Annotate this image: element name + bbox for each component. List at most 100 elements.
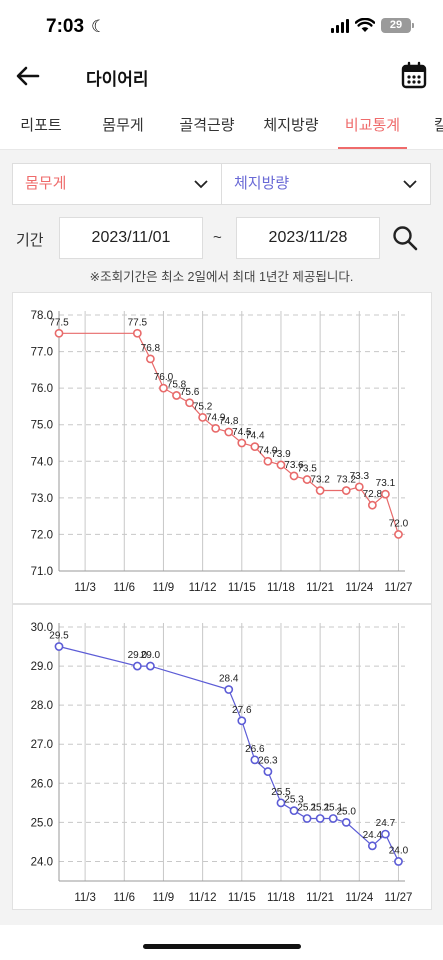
- home-indicator: [143, 944, 301, 949]
- y-tick-label: 30.0: [31, 622, 53, 634]
- data-point: [381, 489, 390, 499]
- data-point: [328, 814, 338, 823]
- data-point: [159, 383, 168, 393]
- data-point: [394, 857, 403, 866]
- data-point: [145, 354, 155, 364]
- app-header: 다이어리: [0, 54, 443, 98]
- data-label: 76.0: [154, 372, 174, 383]
- data-point: [394, 530, 403, 539]
- chevron-down-icon: [403, 180, 417, 189]
- calendar-icon[interactable]: [399, 60, 429, 90]
- data-label: 26.3: [258, 756, 278, 767]
- y-tick-label: 78.0: [31, 310, 53, 322]
- y-tick-label: 75.0: [31, 420, 53, 432]
- y-tick-label: 77.0: [31, 347, 53, 359]
- weight-line-chart: 78.0 77.0 76.0 75.0 74.0 73.0 72.0 71.0 11/3 11/6…: [31, 310, 413, 594]
- data-label: 29.5: [49, 631, 69, 642]
- tab-comparison[interactable]: 비교통계: [338, 104, 407, 149]
- x-tick-label: 11/27: [385, 892, 413, 904]
- data-label: 73.9: [271, 449, 291, 460]
- tab-report[interactable]: 리포트: [20, 117, 62, 134]
- data-point: [354, 482, 364, 492]
- period-label: 기간: [16, 232, 44, 249]
- y-tick-label: 25.0: [31, 817, 53, 829]
- x-tick-label: 11/24: [345, 582, 374, 594]
- data-label: 25.5: [271, 787, 291, 798]
- data-label: 73.3: [350, 471, 370, 482]
- data-label: 73.2: [337, 475, 357, 486]
- y-tick-label: 73.0: [31, 493, 53, 505]
- tab-bar: 리포트 몸무게 골격근량 체지방량 비교통계 칼: [0, 104, 443, 150]
- data-label: 29.0: [141, 650, 161, 661]
- data-point: [198, 413, 208, 422]
- data-point: [250, 755, 260, 765]
- x-tick-label: 11/21: [306, 582, 334, 594]
- data-point: [263, 456, 273, 466]
- tab-weight[interactable]: 몸무게: [102, 117, 144, 134]
- tab-calorie[interactable]: 칼: [434, 104, 443, 149]
- page-title: 다이어리: [86, 70, 149, 89]
- x-tick-label: 11/27: [385, 582, 413, 594]
- data-point: [302, 814, 312, 823]
- search-icon[interactable]: [391, 224, 419, 252]
- body-fat-line-chart: 30.0 29.0 28.0 27.0 26.0 25.0 24.0 11/3 11/6 11/9…: [31, 622, 413, 904]
- data-label: 75.6: [180, 387, 200, 398]
- data-point: [237, 716, 247, 726]
- data-point: [381, 829, 390, 839]
- data-point: [341, 486, 351, 495]
- y-tick-label: 24.0: [31, 856, 53, 868]
- x-tick-label: 11/6: [114, 582, 136, 594]
- x-tick-label: 11/12: [189, 892, 217, 904]
- data-point: [367, 500, 377, 510]
- back-arrow-icon[interactable]: [14, 62, 42, 90]
- x-tick-label: 11/18: [267, 892, 295, 904]
- data-label: 76.8: [141, 343, 161, 354]
- x-tick-label: 11/15: [228, 892, 256, 904]
- data-label: 73.6: [284, 460, 304, 471]
- x-tick-label: 11/6: [114, 892, 136, 904]
- y-tick-label: 27.0: [31, 739, 53, 751]
- y-tick-label: 26.0: [31, 778, 53, 790]
- y-tick-label: 28.0: [31, 700, 53, 712]
- data-label: 25.1: [310, 802, 330, 813]
- tab-body-fat[interactable]: 체지방량: [263, 117, 319, 134]
- data-point: [185, 398, 194, 408]
- data-label: 77.5: [49, 317, 69, 328]
- left-metric-select[interactable]: 몸무게: [13, 164, 221, 204]
- tab-muscle-mass[interactable]: 골격근량: [179, 117, 235, 134]
- status-time: 7:03: [46, 16, 85, 37]
- data-label: 29.0: [128, 650, 148, 661]
- data-point: [211, 423, 221, 433]
- data-point: [276, 460, 286, 470]
- x-tick-label: 11/3: [74, 892, 96, 904]
- x-tick-label: 11/12: [189, 582, 217, 594]
- data-point: [276, 798, 286, 808]
- battery-level: 29: [389, 19, 403, 31]
- y-tick-label: 76.0: [31, 383, 53, 395]
- data-point: [367, 841, 377, 851]
- chevron-down-icon: [194, 180, 208, 189]
- right-metric-select[interactable]: 체지방량: [221, 164, 430, 204]
- data-label: 74.4: [245, 431, 265, 442]
- end-date-field[interactable]: 2023/11/28: [236, 217, 380, 259]
- data-point: [237, 438, 247, 448]
- status-icons: 29: [331, 18, 414, 33]
- x-tick-label: 11/9: [153, 582, 175, 594]
- data-point: [250, 442, 260, 452]
- data-point: [54, 328, 64, 338]
- x-tick-label: 11/24: [345, 892, 374, 904]
- data-label: 73.5: [297, 464, 317, 475]
- data-label: 77.5: [128, 317, 148, 328]
- body-fat-chart-card: 30.0 29.0 28.0 27.0 26.0 25.0 24.0 11/3 11/6 11/9…: [12, 604, 432, 910]
- start-date-field[interactable]: 2023/11/01: [59, 217, 203, 259]
- data-point: [302, 475, 312, 484]
- data-point: [315, 814, 325, 823]
- data-label: 25.3: [284, 795, 304, 806]
- data-label: 75.8: [167, 379, 187, 390]
- data-point: [289, 471, 299, 481]
- data-label: 24.7: [376, 818, 396, 829]
- data-label: 25.0: [337, 806, 357, 817]
- x-tick-label: 11/3: [74, 582, 96, 594]
- data-label: 73.1: [376, 478, 396, 489]
- data-point: [315, 486, 325, 495]
